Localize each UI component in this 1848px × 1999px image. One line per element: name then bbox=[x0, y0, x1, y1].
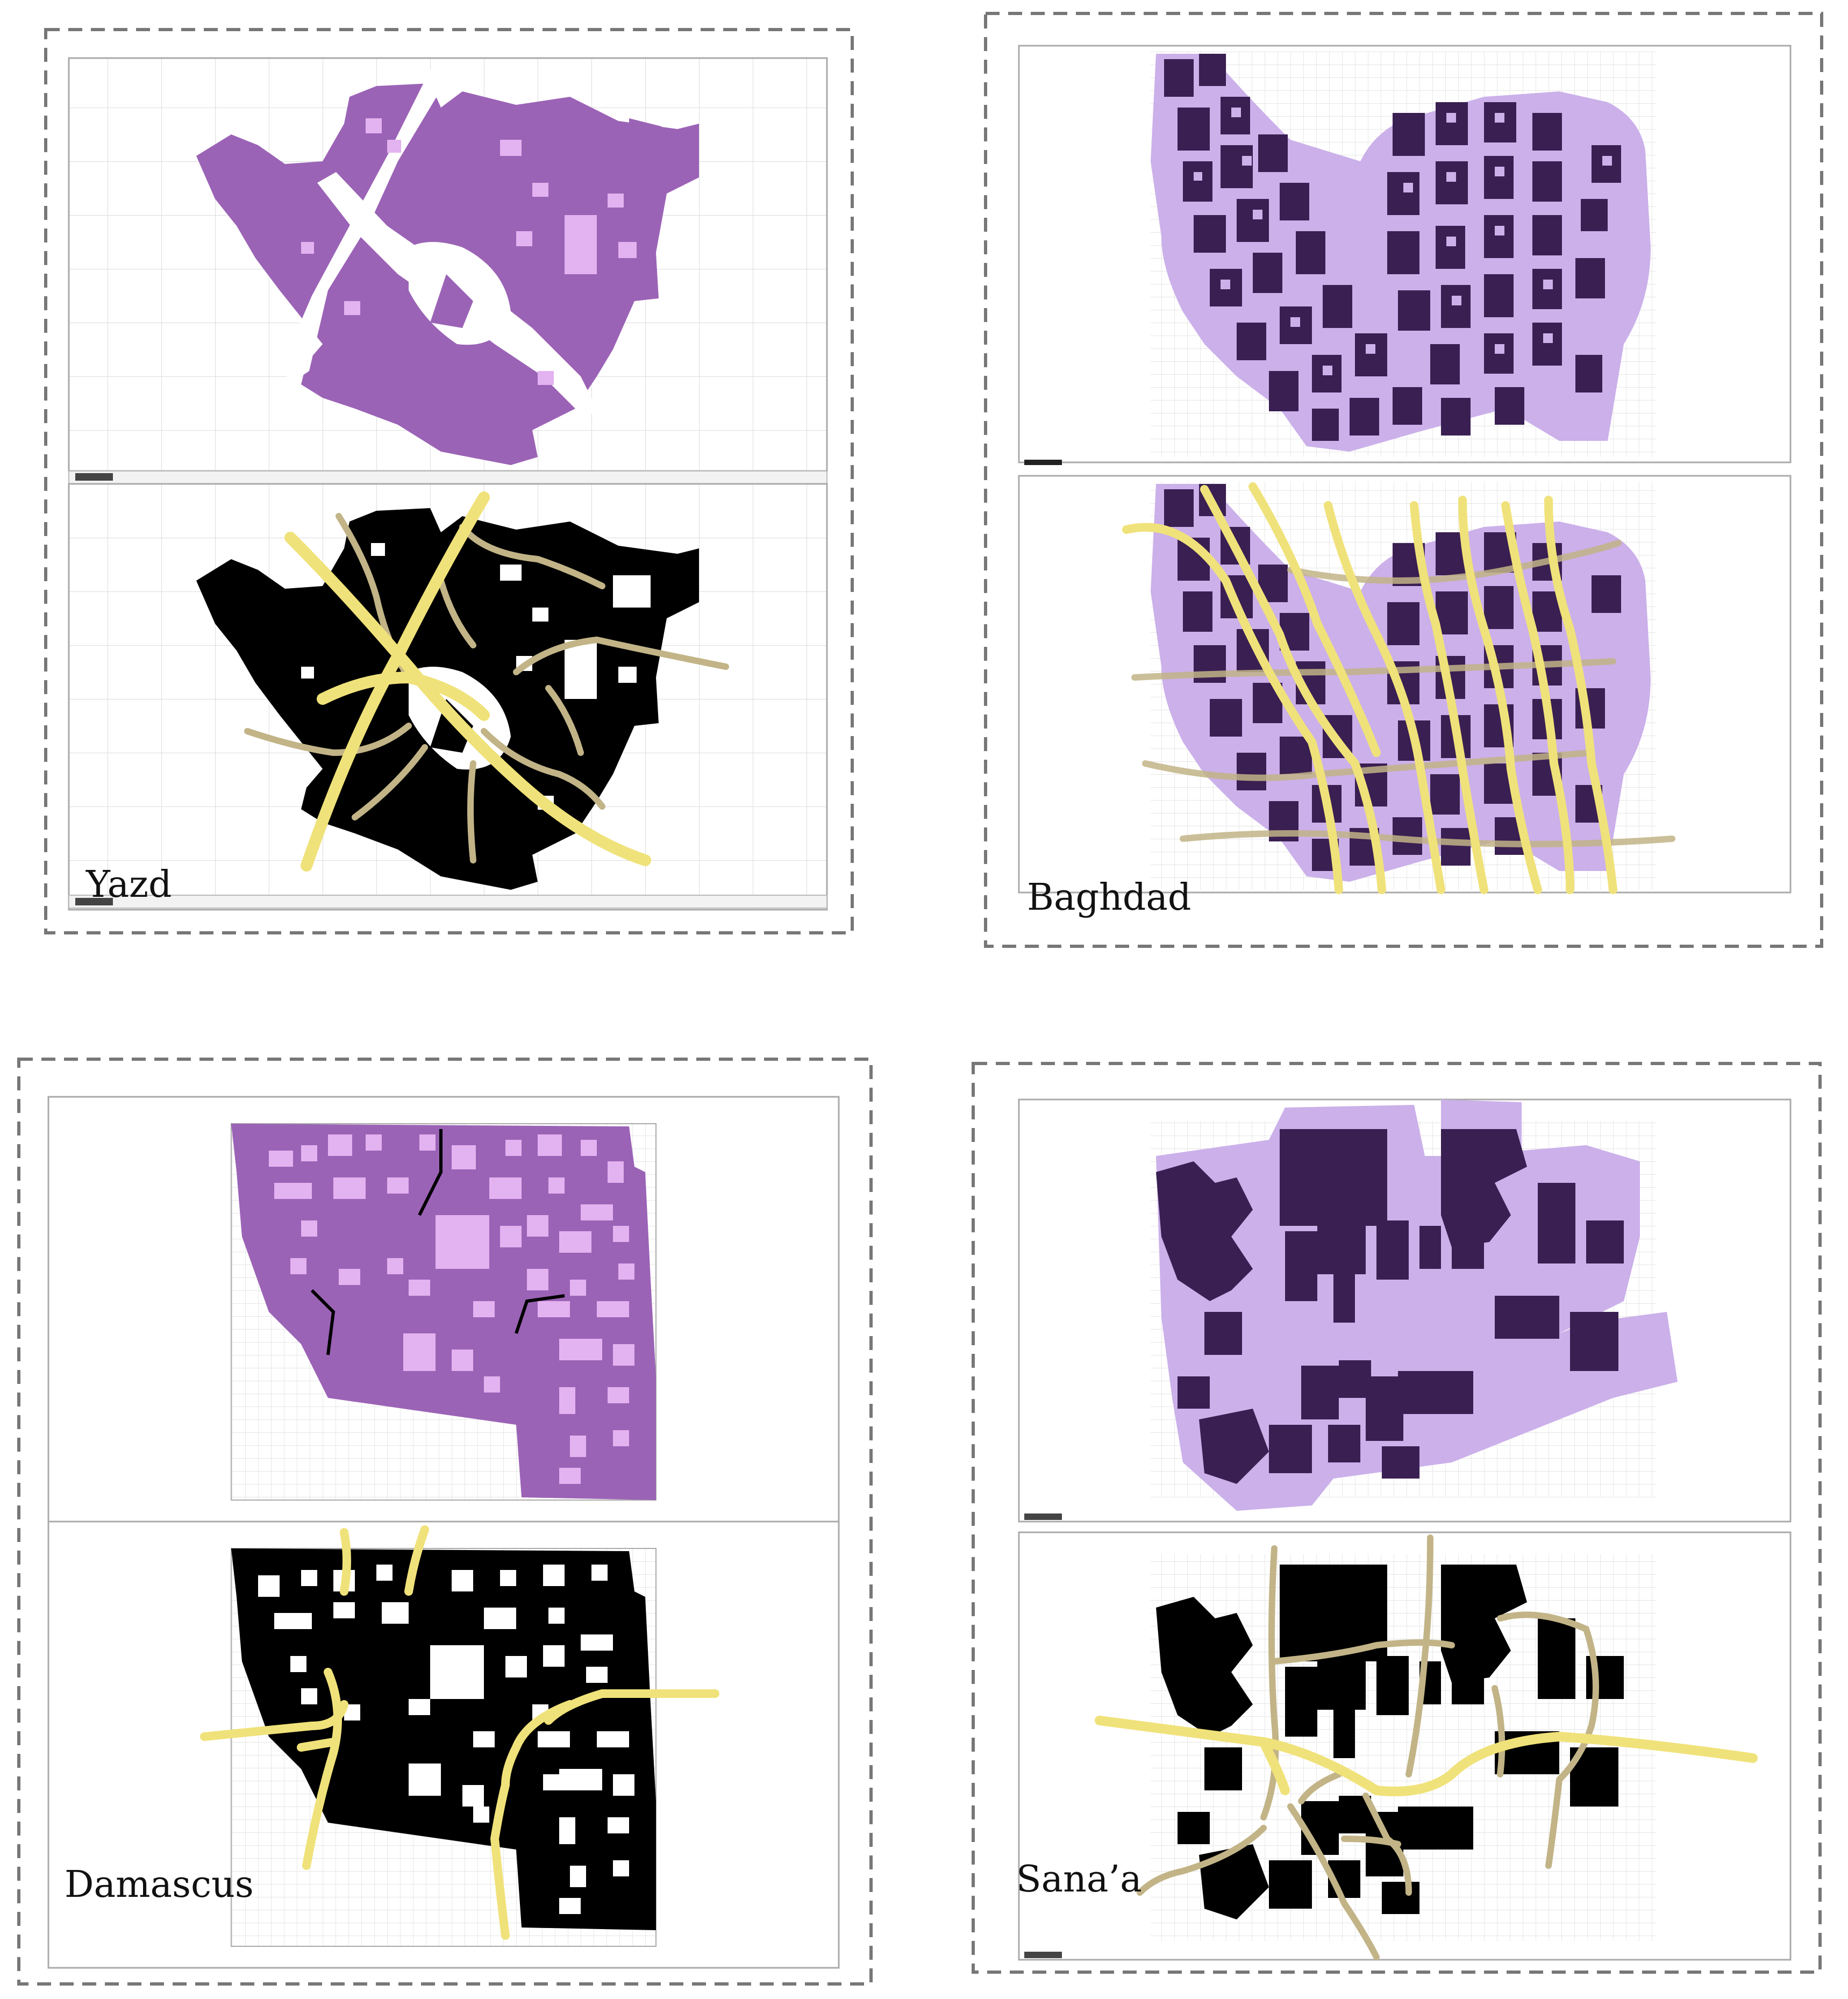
scale-bar bbox=[75, 473, 113, 481]
frame-damascus bbox=[17, 1058, 873, 1986]
panel-damascus: Damascus bbox=[17, 1058, 873, 1986]
frame-sanaa bbox=[972, 1062, 1822, 1974]
scale-bar bbox=[1024, 1952, 1062, 1958]
damascus-voids bbox=[258, 1565, 634, 1914]
sanaa-secondary-paths bbox=[1137, 1534, 1599, 1960]
scale-bar bbox=[75, 898, 113, 905]
yazd-main-paths bbox=[284, 491, 651, 872]
damascus-gaps bbox=[310, 1129, 565, 1355]
panel-yazd: Yazd bbox=[44, 28, 854, 934]
yazd-white-streets bbox=[280, 65, 597, 419]
yazd-secondary-paths bbox=[244, 513, 729, 863]
baghdad-main-paths bbox=[1122, 482, 1617, 894]
baghdad-dark-blocks bbox=[1164, 54, 1621, 441]
sanaa-dark-blocks bbox=[1156, 1129, 1624, 1484]
damascus-courtyards bbox=[269, 1134, 634, 1484]
scale-bar bbox=[1024, 460, 1062, 465]
damascus-main-paths bbox=[200, 1525, 719, 1940]
city-label-damascus: Damascus bbox=[65, 1864, 254, 1906]
scale-bar bbox=[1024, 1513, 1062, 1520]
yazd-courtyards bbox=[301, 118, 637, 385]
city-label-sanaa: Sana’a bbox=[1016, 1858, 1142, 1901]
damascus-figure-ground bbox=[231, 1548, 656, 1930]
damascus-purple-fabric bbox=[231, 1124, 656, 1500]
baghdad-block-holes bbox=[1194, 108, 1612, 375]
city-label-yazd: Yazd bbox=[85, 863, 172, 906]
panel-sanaa: Sana’a bbox=[972, 1062, 1822, 1974]
frame-baghdad bbox=[984, 12, 1823, 948]
panel-baghdad: Baghdad bbox=[984, 12, 1823, 948]
sanaa-main-paths bbox=[1095, 1716, 1758, 1796]
city-label-baghdad: Baghdad bbox=[1027, 876, 1191, 919]
frame-yazd bbox=[44, 28, 854, 934]
